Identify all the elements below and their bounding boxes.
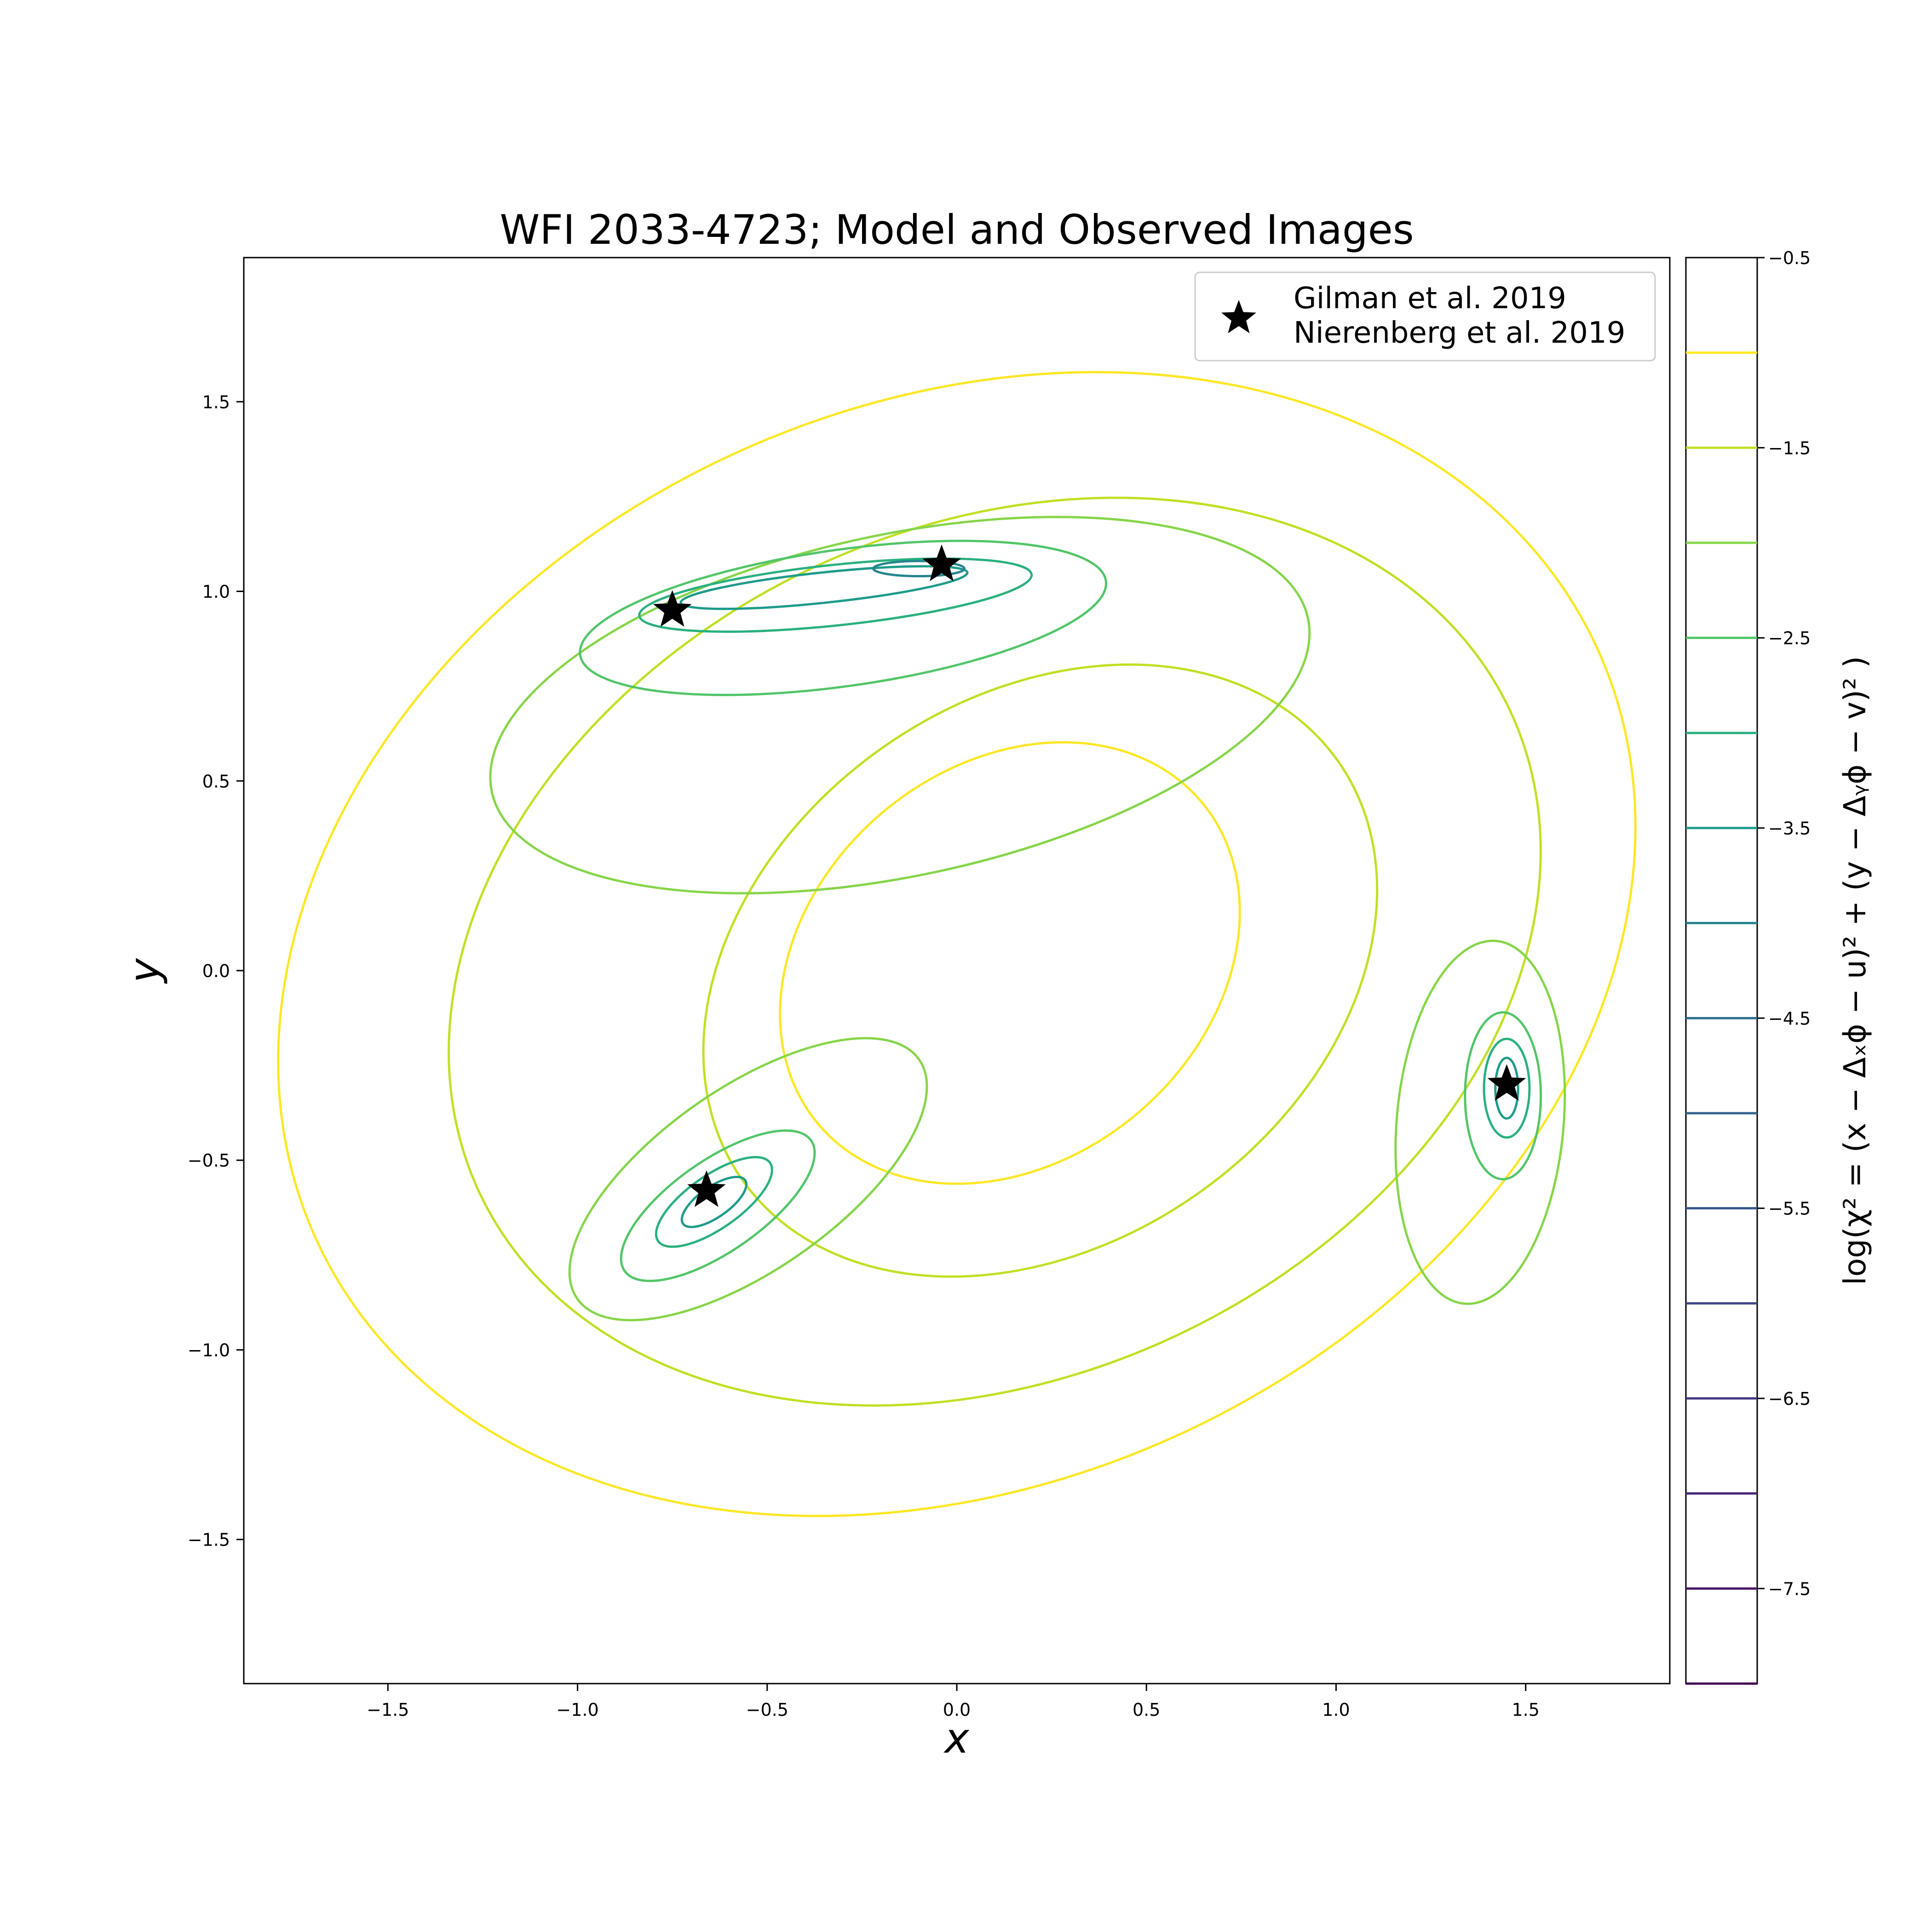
contour-level-neg2-5 — [568, 1037, 928, 1322]
star-marker-2 — [687, 1170, 726, 1207]
contour-level-neg1.5-3 — [702, 663, 1379, 1278]
y-tick-label: −1.5 — [188, 1530, 230, 1550]
colorbar-frame — [1685, 257, 1758, 1685]
contour-level-neg3.5-15 — [1494, 1057, 1519, 1120]
chart-title: WFI 2033-4723; Model and Observed Images — [500, 206, 1414, 253]
contour-level-neg3.5-13 — [679, 565, 969, 610]
legend-label-gilman: Gilman et al. 2019 — [1294, 282, 1566, 316]
image-position-markers — [653, 544, 1526, 1207]
legend: Gilman et al. 2019 Nierenberg et al. 201… — [1194, 271, 1656, 362]
colorbar-tick-label: −0.5 — [1768, 248, 1811, 268]
colorbar-label: log(χ² = (x − Δₓϕ − u)² + (y − Δᵧϕ − v)²… — [1837, 656, 1873, 1285]
contour-level-neg1.5-2 — [448, 496, 1542, 1407]
colorbar-tick-label: −5.5 — [1768, 1199, 1811, 1219]
legend-star-marker — [1221, 300, 1256, 334]
legend-label-nierenberg: Nierenberg et al. 2019 — [1294, 316, 1625, 350]
star-marker-3 — [1487, 1064, 1526, 1101]
x-tick-label: −1.0 — [556, 1700, 598, 1720]
x-axis-ticks: −1.5 −1.0 −0.5 0.0 0.5 1.0 1.5 — [367, 1684, 1540, 1720]
colorbar-tick-label: −3.5 — [1768, 818, 1811, 839]
colorbar-ticks: −0.5 −1.5 −2.5 −3.5 −4.5 −5.5 −6.5 −7.5 — [1757, 248, 1811, 1599]
contour-lines — [277, 371, 1637, 1518]
y-tick-label: −0.5 — [188, 1150, 230, 1171]
y-tick-label: 0.5 — [202, 771, 230, 792]
x-tick-label: 1.0 — [1322, 1700, 1350, 1720]
contour-level-neg1-0 — [277, 371, 1637, 1518]
contour-level-neg3-12 — [1483, 1037, 1531, 1139]
y-tick-label: −1.0 — [188, 1340, 230, 1360]
y-tick-label: 1.0 — [202, 582, 230, 602]
y-tick-label: 1.5 — [202, 392, 230, 412]
contour-level-neg2-4 — [489, 516, 1311, 895]
x-tick-label: 0.5 — [1133, 1700, 1160, 1720]
contour-level-neg2.5-8 — [620, 1129, 816, 1282]
legend-box — [1194, 271, 1656, 362]
colorbar-tick-label: −1.5 — [1768, 438, 1811, 458]
star-marker-0 — [653, 590, 692, 627]
x-axis-label: x — [943, 1714, 970, 1763]
colorbar: −0.5 −1.5 −2.5 −3.5 −4.5 −5.5 −6.5 −7.5 log(χ² … — [1685, 248, 1873, 1685]
contour-level-neg3-11 — [655, 1156, 773, 1248]
contour-level-neg2.5-9 — [1464, 1011, 1542, 1180]
x-tick-label: −0.5 — [746, 1700, 788, 1720]
contour-level-neg2.5-7 — [579, 540, 1108, 696]
x-tick-label: 0.0 — [943, 1700, 971, 1720]
y-axis-ticks: −1.5 −1.0 −0.5 0.0 0.5 1.0 1.5 — [188, 392, 244, 1550]
y-tick-label: 0.0 — [202, 961, 230, 981]
colorbar-tick-label: −6.5 — [1768, 1389, 1811, 1409]
colorbar-tick-label: −4.5 — [1768, 1008, 1811, 1029]
colorbar-tick-label: −2.5 — [1768, 628, 1811, 649]
y-axis-label: y — [121, 958, 169, 984]
x-tick-label: −1.5 — [367, 1700, 409, 1720]
contour-level-neg3-10 — [638, 557, 1033, 633]
x-tick-label: 1.5 — [1512, 1700, 1539, 1720]
contour-level-neg4-16 — [872, 560, 966, 578]
star-marker-1 — [922, 544, 961, 581]
contour-level-neg2-6 — [1394, 939, 1566, 1305]
colorbar-level-lines — [1686, 351, 1757, 1685]
contour-level-neg1-1 — [779, 741, 1241, 1185]
colorbar-tick-label: −7.5 — [1768, 1579, 1811, 1599]
